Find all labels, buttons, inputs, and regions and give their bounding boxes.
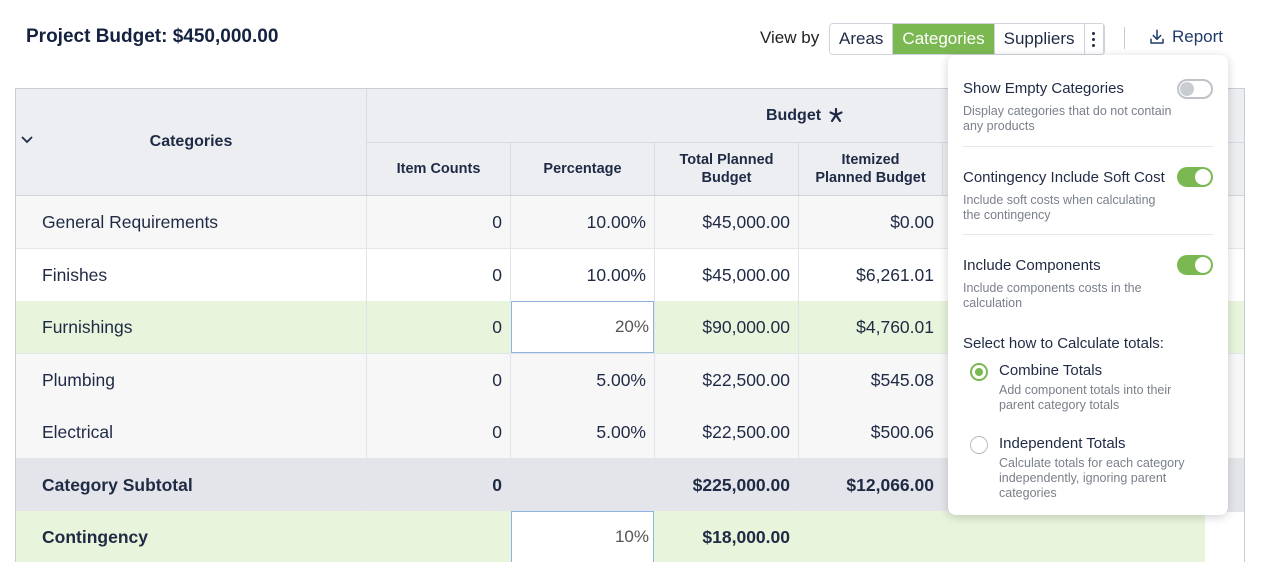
contingency-soft-toggle[interactable] xyxy=(1177,167,1213,187)
independent-totals-desc: Calculate totals for each category indep… xyxy=(999,456,1185,500)
subtotal-total-planned: $225,000.00 xyxy=(654,459,798,511)
contingency-row: Contingency 10% $18,000.00 xyxy=(16,511,1205,562)
show-empty-title: Show Empty Categories xyxy=(963,80,1124,97)
budget-group-header: Budget xyxy=(366,89,1244,142)
row-item-counts: 0 xyxy=(366,196,510,248)
row-itemized-planned: $0.00 xyxy=(798,196,942,248)
independent-totals-option[interactable]: Independent Totals Calculate totals for … xyxy=(999,435,1204,501)
total-planned-budget-header[interactable]: Total Planned Budget xyxy=(654,142,798,195)
show-empty-desc: Display categories that do not contain a… xyxy=(963,104,1172,133)
view-by-toggle: Areas Categories Suppliers xyxy=(829,23,1105,55)
include-components-toggle[interactable] xyxy=(1177,255,1213,275)
row-itemized-planned: $545.08 xyxy=(798,354,942,406)
view-categories-button[interactable]: Categories xyxy=(893,24,995,54)
independent-totals-title: Independent Totals xyxy=(999,435,1126,452)
table-row[interactable]: Finishes 0 10.00% $45,000.00 $6,261.01 xyxy=(16,249,1244,302)
contingency-soft-desc: Include soft costs when calculating the … xyxy=(963,193,1156,222)
subtotal-label: Category Subtotal xyxy=(42,474,193,495)
report-label: Report xyxy=(1172,27,1224,46)
row-item-counts: 0 xyxy=(366,354,510,406)
view-suppliers-button[interactable]: Suppliers xyxy=(994,24,1085,54)
contingency-label: Contingency xyxy=(42,526,148,547)
combine-totals-radio[interactable] xyxy=(970,363,988,381)
report-button[interactable]: Report xyxy=(1148,27,1223,47)
settings-dropdown: Show Empty Categories Display categories… xyxy=(948,55,1228,515)
row-total-planned: $22,500.00 xyxy=(654,406,798,458)
subtotal-item-counts: 0 xyxy=(366,459,510,511)
row-itemized-planned: $6,261.01 xyxy=(798,249,942,301)
row-item-counts: 0 xyxy=(366,301,510,353)
contingency-total: $18,000.00 xyxy=(702,526,790,547)
row-percentage[interactable]: 5.00% xyxy=(510,354,654,406)
row-total-planned: $45,000.00 xyxy=(654,249,798,301)
subtotal-percentage xyxy=(510,459,654,511)
more-options-button[interactable] xyxy=(1084,24,1104,54)
asterisk-icon xyxy=(829,107,843,122)
row-name: Furnishings xyxy=(42,316,133,337)
toolbar-divider xyxy=(1124,27,1125,49)
row-name: Plumbing xyxy=(42,369,115,390)
show-empty-option: Show Empty Categories Display categories… xyxy=(963,80,1213,134)
show-empty-toggle[interactable] xyxy=(1177,79,1213,99)
combine-totals-desc: Add component totals into their parent c… xyxy=(999,383,1172,412)
independent-totals-radio[interactable] xyxy=(970,436,988,454)
row-item-counts: 0 xyxy=(366,406,510,458)
item-counts-header[interactable]: Item Counts xyxy=(366,142,510,195)
row-percentage[interactable]: 10.00% xyxy=(510,196,654,248)
row-name: Electrical xyxy=(42,421,113,442)
categories-column-header[interactable]: Categories xyxy=(149,133,233,150)
more-vertical-icon xyxy=(1092,31,1096,47)
subtotal-itemized-planned: $12,066.00 xyxy=(798,459,942,511)
view-by-label: View by xyxy=(760,28,820,47)
combine-totals-option[interactable]: Combine Totals Add component totals into… xyxy=(999,362,1204,413)
row-total-planned: $90,000.00 xyxy=(654,301,798,353)
row-percentage[interactable]: 5.00% xyxy=(510,406,654,458)
contingency-soft-title: Contingency Include Soft Cost xyxy=(963,169,1165,186)
include-components-title: Include Components xyxy=(963,257,1101,274)
view-areas-button[interactable]: Areas xyxy=(830,24,894,54)
percentage-header[interactable]: Percentage xyxy=(510,142,654,195)
collapse-chevron-icon[interactable] xyxy=(20,133,34,152)
row-percentage[interactable]: 10.00% xyxy=(510,249,654,301)
row-itemized-planned: $4,760.01 xyxy=(798,301,942,353)
combine-totals-title: Combine Totals xyxy=(999,362,1103,379)
row-total-planned: $22,500.00 xyxy=(654,354,798,406)
itemized-planned-budget-header[interactable]: Itemized Planned Budget xyxy=(798,142,942,195)
budget-group-label: Budget xyxy=(765,106,822,124)
percentage-input[interactable]: 20% xyxy=(511,301,654,353)
hidden-columns-header xyxy=(942,142,1244,195)
include-components-desc: Include components costs in the calculat… xyxy=(963,281,1142,310)
row-name: General Requirements xyxy=(42,211,219,232)
page-title: Project Budget: $450,000.00 xyxy=(26,26,279,47)
row-name: Finishes xyxy=(42,264,108,285)
row-item-counts: 0 xyxy=(366,249,510,301)
row-total-planned: $45,000.00 xyxy=(654,196,798,248)
contingency-soft-option: Contingency Include Soft Cost Include so… xyxy=(963,169,1213,223)
row-itemized-planned: $500.06 xyxy=(798,406,942,458)
download-icon xyxy=(1150,29,1164,44)
contingency-percentage-input[interactable]: 10% xyxy=(511,511,654,562)
calc-heading: Select how to Calculate totals: xyxy=(963,335,1164,352)
include-components-option: Include Components Include components co… xyxy=(963,257,1213,311)
